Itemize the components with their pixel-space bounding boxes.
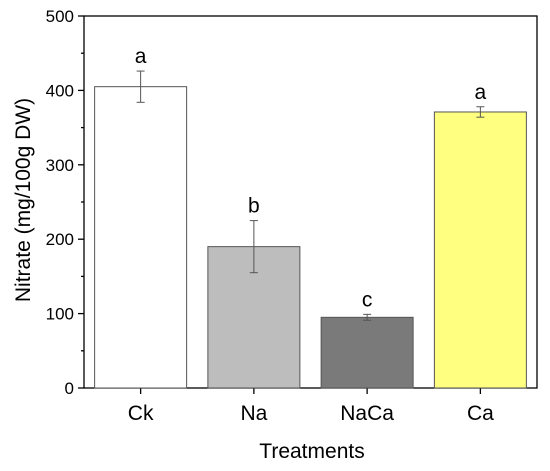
y-tick-label: 500	[46, 7, 74, 26]
significance-label: a	[135, 45, 147, 68]
x-tick-label: Na	[240, 402, 267, 425]
y-tick-label: 100	[46, 305, 74, 324]
error-bars	[136, 70, 485, 321]
y-tick-label: 400	[46, 81, 74, 100]
x-tick-label: Ca	[467, 402, 494, 425]
significance-label: b	[248, 195, 260, 218]
x-tick-label: NaCa	[340, 402, 394, 425]
labels: Ck a Na b NaCa c Ca a	[128, 45, 494, 425]
x-axis-title: Treatments	[259, 440, 364, 463]
y-axis-title: Nitrate (mg/100g DW)	[12, 98, 35, 302]
x-tick-label: Ck	[128, 402, 154, 425]
bars	[94, 86, 527, 389]
significance-label: a	[475, 81, 487, 104]
y-tick-label: 200	[46, 230, 74, 249]
bar-ck	[94, 86, 188, 389]
significance-label: c	[362, 288, 373, 311]
axes: 0 100 200 300 400 500	[46, 7, 538, 398]
y-tick-label: 0	[65, 379, 74, 398]
bar-ca	[433, 111, 527, 389]
y-tick-label: 300	[46, 156, 74, 175]
bar-naca	[320, 316, 414, 389]
